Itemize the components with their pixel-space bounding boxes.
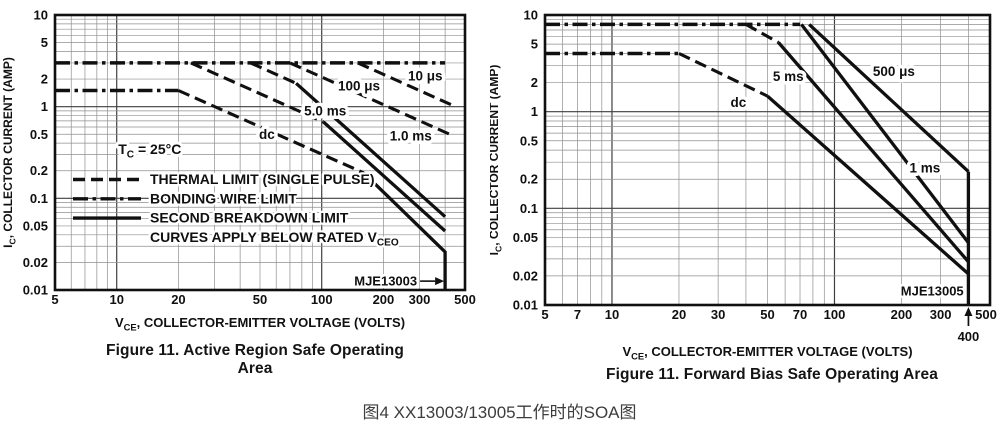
curve-label-100-μs: 100 μs [338,79,380,94]
x-axis-title: VCE, COLLECTOR-EMITTER VOLTAGE (VOLTS) [115,315,405,333]
curve-label-dc: dc [731,95,747,110]
y-tick-1: 1 [41,99,48,114]
x-tick-200: 200 [373,292,395,307]
legend-label-1: BONDING WIRE LIMIT [150,190,297,206]
curve-thermal-limit-dc [177,89,365,175]
x-tick-500: 500 [975,307,997,322]
y-tick-5: 5 [531,37,538,52]
device-label: MJE13005 [901,283,964,298]
y-tick-10: 10 [34,8,48,23]
curve-second-breakdown-1ms [800,23,970,244]
x-tick-200: 200 [891,307,913,322]
y-tick-2: 2 [41,72,48,87]
plot-frame [53,13,467,292]
curve-label-5.0-ms: 5.0 ms [304,103,346,118]
x-axis-title: VCE, COLLECTOR-EMITTER VOLTAGE (VOLTS) [622,344,912,362]
figure-caption-left-line1: Figure 11. Active Region Safe Operating [106,342,404,359]
grid [545,15,990,305]
device-callout-arrowhead-icon [435,277,445,286]
y-tick-0.05: 0.05 [513,230,538,245]
curve-label-1.0-ms: 1.0 ms [390,128,432,143]
curve-thermal-limit-5ms [190,61,325,124]
y-tick-0.05: 0.05 [23,218,48,233]
y-tick-0.2: 0.2 [520,172,538,187]
soa-chart-mje13005: 5 7 10 20 30 50 70 100 200 300 500 10 5 2 1 0.5 0.2 0.1 0.… [490,8,997,362]
curve-second-breakdown-dc [766,94,970,276]
y-tick-0.1: 0.1 [520,201,538,216]
y-axis-title: IC, COLLECTOR CURRENT (AMP) [490,65,504,256]
chart-block-forward-bias-soa: 5 7 10 20 30 50 70 100 200 300 500 10 5 2 1 0.5 0.2 0.1 0.… [490,0,999,362]
below-axis-callout-label: 400 [958,329,980,344]
curve-label-500-μs: 500 μs [873,64,915,79]
series [545,22,971,305]
y-tick-0.02: 0.02 [23,255,48,270]
curve-second-breakdown-500us [808,23,970,173]
y-tick-0.01: 0.01 [23,283,48,298]
x-tick-100: 100 [311,292,333,307]
curve-label-dc: dc [259,127,275,142]
temperature-annotation: TC = 25°C [118,141,181,161]
legend: THERMAL LIMIT (SINGLE PULSE) BONDING WIRE… [73,169,401,251]
curve-thermal-limit-5ms [745,23,780,44]
up-arrowhead-icon [964,307,973,316]
curve-label-1-ms: 1 ms [910,161,941,176]
legend-label-3: CURVES APPLY BELOW RATED VCEO [150,229,399,249]
curve-thermal-limit-dc [678,52,769,98]
legend-label-0: THERMAL LIMIT (SINGLE PULSE) [150,171,375,187]
chart-block-active-region-soa: 5 10 20 50 100 200 300 500 10 5 2 1 0.5 0.2 0.1 0.05 0.0… [0,0,480,378]
x-tick-7: 7 [574,307,581,322]
x-tick-20: 20 [672,307,686,322]
curve-label-5-ms: 5 ms [773,69,804,84]
page-caption: 图4 XX13003/13005工作时的SOA图 [362,403,637,422]
series [55,61,457,290]
y-tick-0.1: 0.1 [30,191,48,206]
curve-thermal-limit-100us [289,61,453,137]
x-tick-10: 10 [109,292,123,307]
curve-second-breakdown-5ms [777,41,970,263]
y-tick-0.01: 0.01 [513,298,538,313]
y-tick-0.5: 0.5 [520,133,538,148]
legend-label-2: SECOND BREAKDOWN LIMIT [150,210,349,226]
device-callout-label: MJE13003 [354,274,417,289]
x-tick-20: 20 [171,292,185,307]
curve-label-10-μs: 10 μs [408,69,443,84]
x-tick-300: 300 [409,292,431,307]
soa-chart-mje13003: 5 10 20 50 100 200 300 500 10 5 2 1 0.5 0.2 0.1 0.05 0.0… [1,8,476,333]
plot-frame [543,13,992,307]
y-tick-0.02: 0.02 [513,268,538,283]
y-tick-1: 1 [531,104,538,119]
x-tick-30: 30 [711,307,725,322]
x-tick-10: 10 [605,307,619,322]
x-tick-5: 5 [51,292,58,307]
y-tick-5: 5 [41,35,48,50]
x-tick-50: 50 [253,292,267,307]
y-tick-10: 10 [524,8,538,23]
y-axis-title: IC, COLLECTOR CURRENT (AMP) [1,57,18,248]
figure-caption-right: Figure 11. Forward Bias Safe Operating A… [606,366,938,383]
y-tick-0.5: 0.5 [30,127,48,142]
x-tick-500: 500 [454,292,476,307]
x-tick-50: 50 [760,307,774,322]
figure-caption-left: Figure 11. Active Region Safe Operating … [20,342,490,378]
x-tick-100: 100 [824,307,846,322]
figure-caption-left-line2: Area [237,360,273,377]
curve-second-breakdown-5ms [322,120,447,233]
x-tick-70: 70 [793,307,807,322]
x-tick-5: 5 [541,307,548,322]
curve-second-breakdown-dc [362,171,447,290]
curve-thermal-limit-1ms [249,61,297,85]
y-tick-0.2: 0.2 [30,163,48,178]
y-tick-2: 2 [531,75,538,90]
x-tick-300: 300 [930,307,952,322]
grid [55,15,465,290]
curve-second-breakdown-1ms [294,82,447,218]
